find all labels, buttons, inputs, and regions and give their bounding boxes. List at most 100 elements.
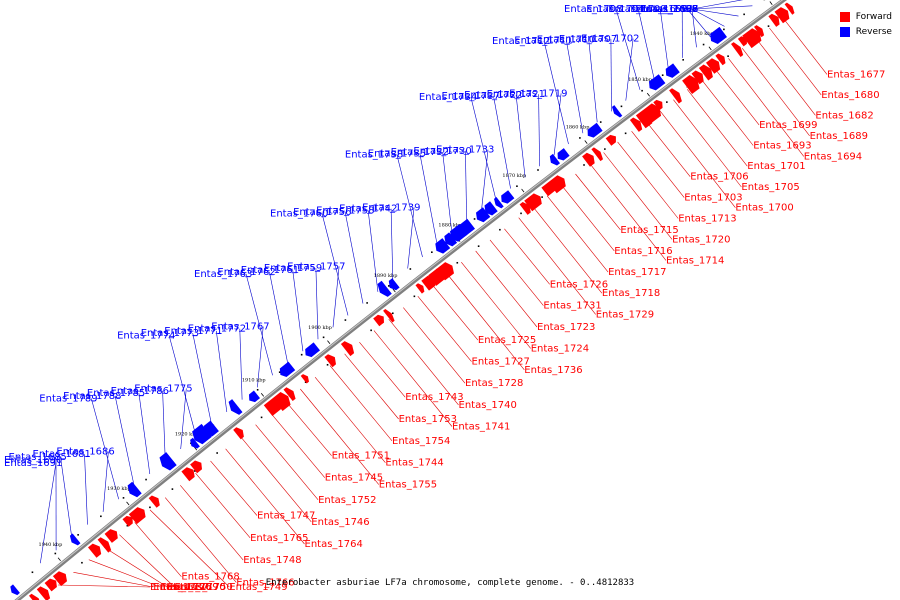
minor-marker xyxy=(583,164,585,166)
label-leader xyxy=(419,153,438,246)
label-leader xyxy=(432,284,479,341)
reverse-gene-label: Entas_1688 xyxy=(640,4,698,15)
reverse-gene-label: Entas_1681 xyxy=(33,449,91,460)
reverse-gene-label: Entas_1708 xyxy=(564,4,622,15)
tick-label: 1850 kbp xyxy=(628,77,652,83)
label-leader xyxy=(566,40,584,134)
label-leader xyxy=(102,451,109,512)
forward-gene-label: Entas_1776 xyxy=(153,582,211,593)
label-leader xyxy=(741,48,810,136)
reverse-gene-feature xyxy=(612,105,623,118)
forward-gene-label: Entas_1729 xyxy=(596,309,654,320)
label-leader xyxy=(691,8,739,17)
label-leader xyxy=(442,151,453,234)
label-leader xyxy=(461,262,531,349)
forward-gene-label: Entas_1769 xyxy=(160,582,218,593)
minor-marker xyxy=(431,251,433,254)
label-leader xyxy=(390,208,394,281)
label-leader xyxy=(84,454,88,525)
reverse-gene-label: Entas_1772 xyxy=(188,324,246,335)
label-leader xyxy=(700,78,754,146)
legend-item-reverse: Reverse xyxy=(839,24,892,39)
reverse-gene-label: Entas_1691 xyxy=(4,458,62,469)
tick-label: 1880 kbp xyxy=(438,223,462,229)
reverse-gene-feature xyxy=(444,232,458,247)
reverse-gene-label: Entas_1733 xyxy=(436,145,494,156)
minor-marker xyxy=(620,105,623,108)
reverse-gene-feature xyxy=(228,399,243,415)
forward-gene-label: Entas_1749 xyxy=(229,582,287,593)
label-leader xyxy=(240,436,312,523)
label-leader xyxy=(225,448,305,545)
label-leader xyxy=(60,456,73,538)
label-leader xyxy=(103,546,168,588)
label-leader xyxy=(315,267,319,340)
forward-gene-label: Entas_1701 xyxy=(747,161,805,172)
forward-gene-label: Entas_1743 xyxy=(405,392,463,403)
label-leader xyxy=(589,163,667,261)
reverse-gene-label: Entas_1734 xyxy=(419,92,477,103)
label-leader xyxy=(470,97,497,200)
tick-label: 1900 kbp xyxy=(308,325,332,331)
forward-gene-label: Entas_1736 xyxy=(524,365,582,376)
label-leader xyxy=(403,307,466,384)
reverse-gene-feature xyxy=(484,201,498,216)
label-leader xyxy=(686,89,748,167)
tick-mark xyxy=(646,92,650,97)
label-leader xyxy=(292,269,304,352)
label-leader xyxy=(149,509,230,588)
forward-gene-label: Entas_1751 xyxy=(332,451,390,462)
strand-legend: Forward Reverse xyxy=(839,9,892,39)
reverse-gene-feature xyxy=(476,207,491,223)
reverse-gene-feature xyxy=(458,218,475,236)
chromosome-backbone xyxy=(14,0,788,600)
label-leader xyxy=(610,39,612,112)
label-leader xyxy=(396,154,423,258)
minor-marker xyxy=(149,506,151,509)
reverse-gene-label: Entas_1687 xyxy=(640,4,698,15)
reverse-gene-label: Entas_1696 xyxy=(640,4,698,15)
reverse-gene-label: Entas_1709 xyxy=(608,4,666,15)
forward-gene-feature xyxy=(122,515,133,527)
forward-gene-label: Entas_1720 xyxy=(672,234,730,245)
reverse-gene-label: Entas_1789 xyxy=(39,393,97,404)
label-leader xyxy=(114,395,135,487)
minor-marker xyxy=(727,55,729,57)
label-leader xyxy=(617,141,679,219)
label-leader xyxy=(359,342,406,398)
reverse-gene-label: Entas_1739 xyxy=(362,202,420,213)
label-leader xyxy=(168,335,197,437)
reverse-gene-label: Entas_1737 xyxy=(442,91,500,102)
forward-gene-feature xyxy=(383,309,395,323)
label-leader xyxy=(257,326,264,388)
forward-gene-label: Entas_1750 xyxy=(174,582,232,593)
label-leader xyxy=(481,149,489,212)
label-leader xyxy=(659,8,669,69)
reverse-gene-label: Entas_1767 xyxy=(211,322,269,333)
reverse-gene-label: Entas_1698 xyxy=(630,4,688,15)
forward-swatch xyxy=(839,11,850,22)
reverse-gene-feature xyxy=(305,342,320,358)
reverse-gene-label: Entas_1786 xyxy=(111,386,169,397)
forward-gene-label: Entas_1677 xyxy=(827,69,885,80)
forward-gene-label: Entas_1748 xyxy=(243,555,301,566)
label-leader xyxy=(518,217,596,315)
reverse-gene-feature xyxy=(190,437,200,449)
tick-mark xyxy=(708,46,712,51)
label-leader xyxy=(673,99,742,188)
minor-marker xyxy=(604,148,606,150)
minor-marker xyxy=(126,524,129,527)
forward-gene-label: Entas_1705 xyxy=(741,182,799,193)
label-leader xyxy=(546,195,609,273)
minor-marker xyxy=(579,137,581,139)
reverse-gene-label: Entas_1761 xyxy=(241,265,299,276)
forward-gene-feature xyxy=(29,593,40,600)
label-leader xyxy=(162,390,166,462)
minor-marker xyxy=(473,218,476,220)
minor-marker xyxy=(743,13,745,16)
forward-gene-feature xyxy=(742,28,762,49)
minor-marker xyxy=(304,381,307,383)
reverse-gene-feature xyxy=(377,280,392,297)
forward-gene-feature xyxy=(774,7,790,24)
forward-gene-feature xyxy=(88,543,102,558)
